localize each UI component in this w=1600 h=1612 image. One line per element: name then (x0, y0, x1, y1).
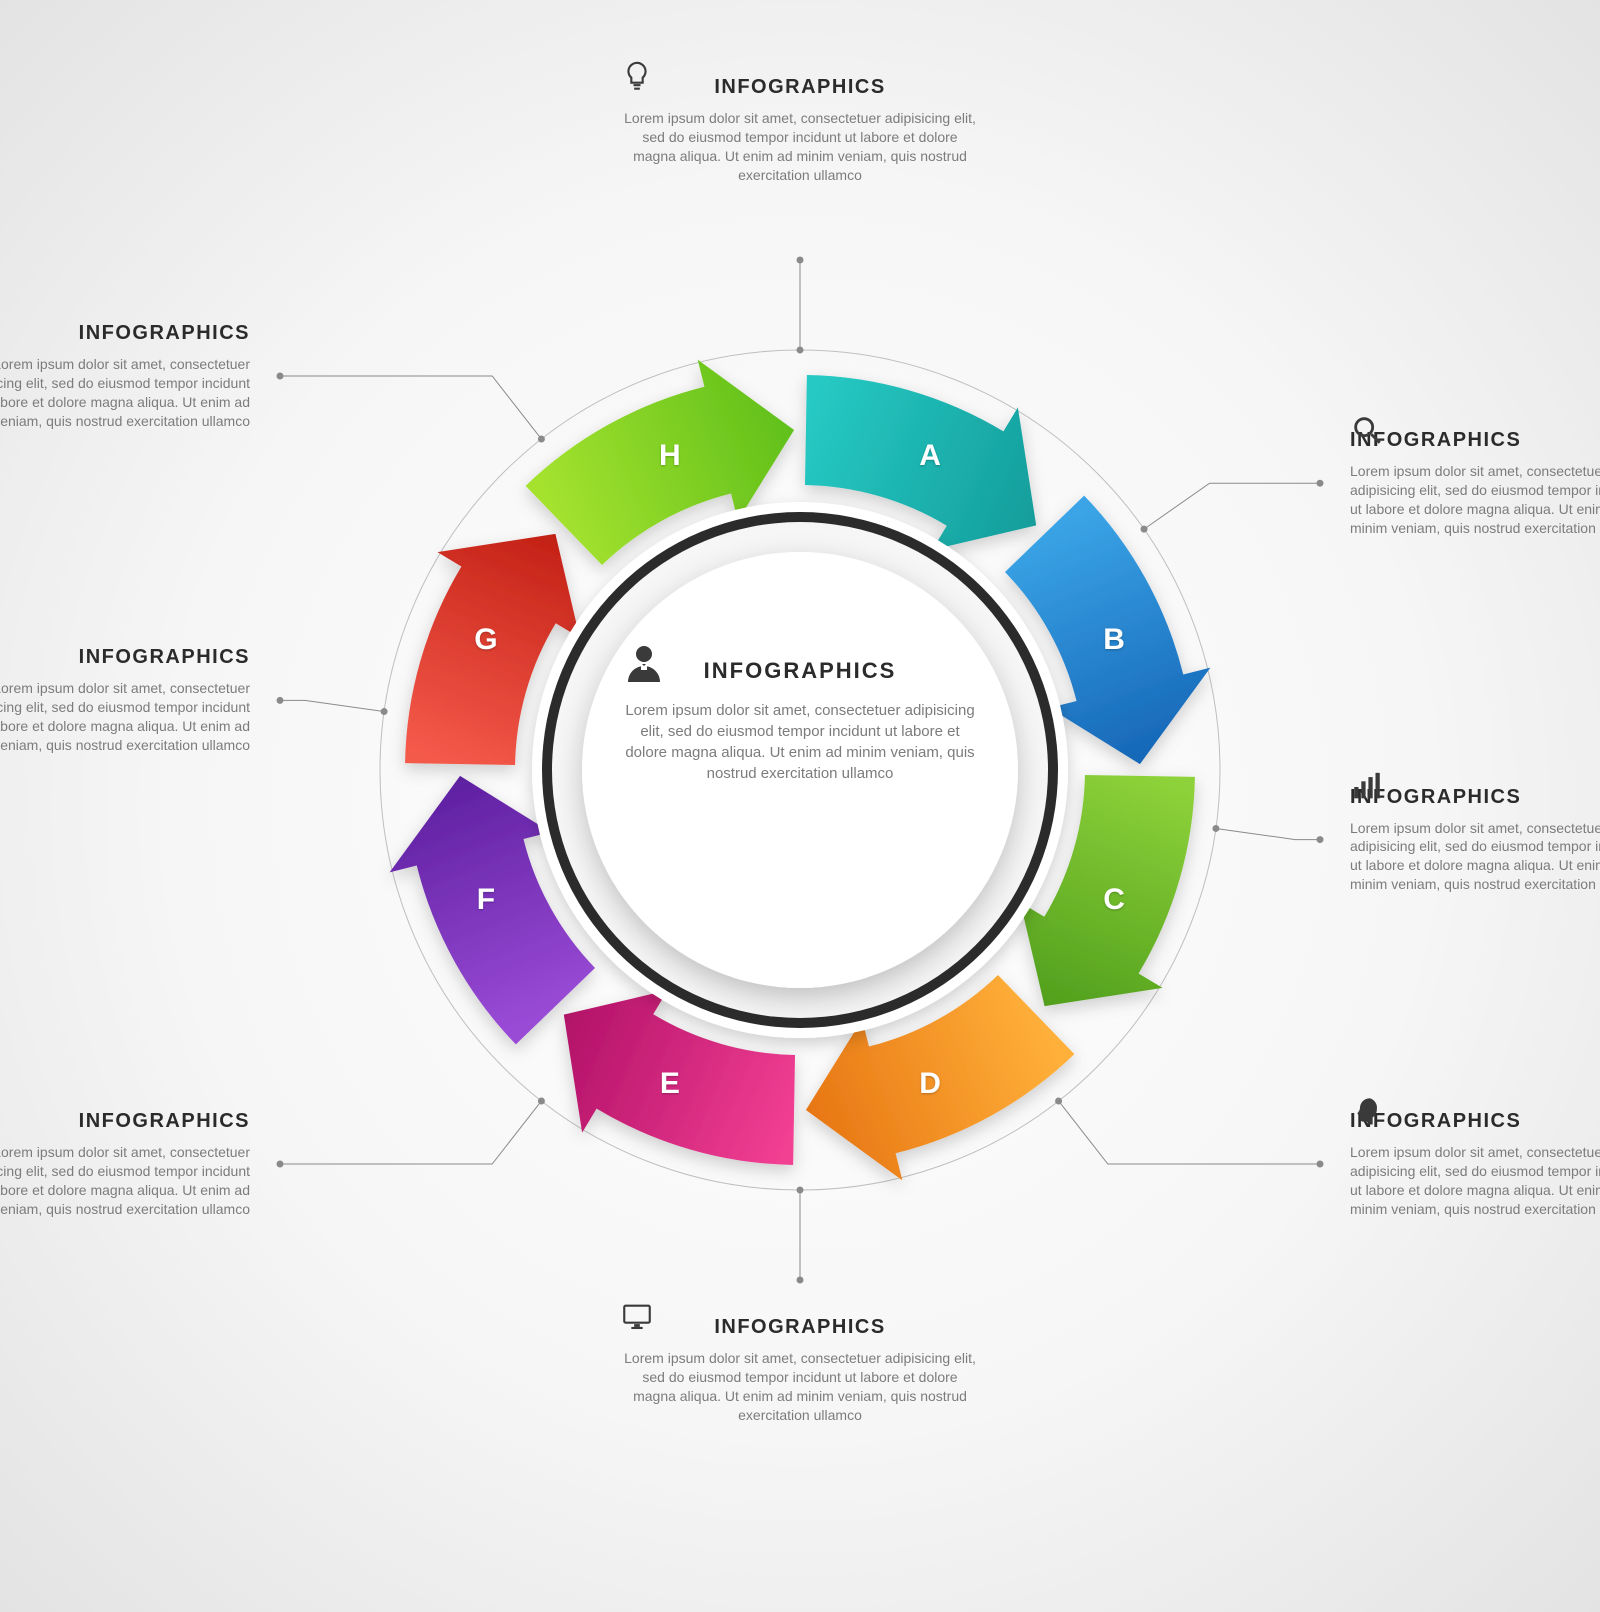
callout-G: INFOGRAPHICS Lorem ipsum dolor sit amet, … (0, 630, 250, 755)
callout-body: Lorem ipsum dolor sit amet, consectetuer… (1350, 462, 1600, 538)
infographic-stage: INFOGRAPHICS Lorem ipsum dolor sit amet,… (0, 0, 1600, 1612)
callout-title: INFOGRAPHICS (1350, 786, 1600, 809)
callout-title: INFOGRAPHICS (620, 76, 980, 99)
callout-body: Lorem ipsum dolor sit amet, consectetuer… (0, 1143, 250, 1219)
callout-title: INFOGRAPHICS (0, 322, 250, 345)
callout-body: Lorem ipsum dolor sit amet, consectetuer… (620, 1349, 980, 1425)
callout-A: INFOGRAPHICS Lorem ipsum dolor sit amet, … (620, 60, 980, 185)
callout-body: Lorem ipsum dolor sit amet, consectetuer… (0, 679, 250, 755)
callout-D: INFOGRAPHICS Lorem ipsum dolor sit amet, … (1350, 1094, 1600, 1219)
callout-body: Lorem ipsum dolor sit amet, consectetuer… (1350, 1143, 1600, 1219)
callout-title: INFOGRAPHICS (1350, 429, 1600, 452)
callout-title: INFOGRAPHICS (620, 1316, 980, 1339)
callout-H: INFOGRAPHICS Lorem ipsum dolor sit amet, … (0, 306, 250, 431)
callout-E: INFOGRAPHICS Lorem ipsum dolor sit amet, … (620, 1300, 980, 1425)
callout-C: INFOGRAPHICS Lorem ipsum dolor sit amet, … (1350, 770, 1600, 895)
callout-title: INFOGRAPHICS (1350, 1110, 1600, 1133)
callout-body: Lorem ipsum dolor sit amet, consectetuer… (620, 109, 980, 185)
callout-title: INFOGRAPHICS (0, 646, 250, 669)
center-content: INFOGRAPHICS Lorem ipsum dolor sit amet,… (620, 640, 980, 784)
callout-B: INFOGRAPHICS Lorem ipsum dolor sit amet, … (1350, 413, 1600, 538)
callout-title: INFOGRAPHICS (0, 1110, 250, 1133)
callout-body: Lorem ipsum dolor sit amet, consectetuer… (1350, 819, 1600, 895)
center-body: Lorem ipsum dolor sit amet, consectetuer… (620, 700, 980, 784)
callout-body: Lorem ipsum dolor sit amet, consectetuer… (0, 355, 250, 431)
center-title: INFOGRAPHICS (620, 658, 980, 684)
callout-F: INFOGRAPHICS Lorem ipsum dolor sit amet, … (0, 1094, 250, 1219)
